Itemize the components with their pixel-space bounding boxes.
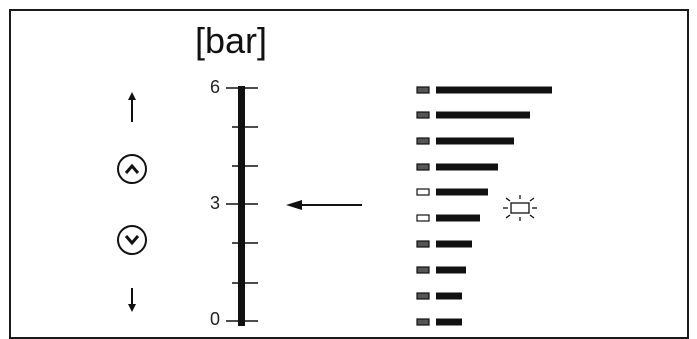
segment-led-on — [416, 163, 430, 171]
scale-mid-label: 3 — [209, 193, 220, 213]
segment-led-on — [416, 292, 430, 300]
bar-segment — [416, 214, 480, 222]
chevron-down-icon — [124, 235, 140, 246]
segment-bar — [436, 318, 462, 326]
segment-bar — [436, 137, 514, 145]
segment-led-on — [416, 137, 430, 145]
arrow-up-icon — [128, 92, 136, 122]
bar-segment — [416, 137, 514, 145]
segment-bar — [436, 292, 462, 300]
bar-segment — [416, 163, 498, 171]
scale-max-label: 6 — [209, 77, 220, 97]
segment-bar — [436, 240, 472, 248]
bar-segment — [416, 188, 488, 196]
bar-indicator — [416, 86, 552, 326]
segment-led-on — [416, 111, 430, 119]
bar-segment — [416, 111, 530, 119]
segment-led-off — [416, 188, 430, 196]
bar-segment — [416, 266, 466, 274]
segment-bar — [436, 188, 488, 196]
scale-ticks — [226, 87, 258, 322]
segment-led-off — [416, 214, 430, 222]
chevron-up-icon — [124, 163, 140, 174]
segment-led-on — [416, 318, 430, 326]
decrease-button[interactable] — [117, 225, 147, 255]
bar-segment — [416, 292, 462, 300]
segment-led-on — [416, 240, 430, 248]
segment-bar — [436, 111, 530, 119]
arrow-down-icon — [128, 288, 136, 312]
increase-button[interactable] — [117, 154, 147, 184]
scale-min-label: 0 — [209, 309, 220, 329]
segment-bar — [436, 163, 498, 171]
bar-segment — [416, 240, 472, 248]
pressure-scale-bar — [238, 86, 245, 326]
segment-bar — [436, 266, 466, 274]
bar-segment — [416, 318, 462, 326]
bar-segment — [416, 86, 552, 94]
segment-led-on — [416, 266, 430, 274]
segment-led-on — [416, 86, 430, 94]
value-pointer-arrow — [286, 200, 362, 210]
blinking-light-icon — [503, 195, 537, 221]
segment-bar — [436, 214, 480, 222]
segment-bar — [436, 86, 552, 94]
diagram-canvas — [128, 86, 552, 326]
unit-label: [bar] — [195, 20, 268, 61]
